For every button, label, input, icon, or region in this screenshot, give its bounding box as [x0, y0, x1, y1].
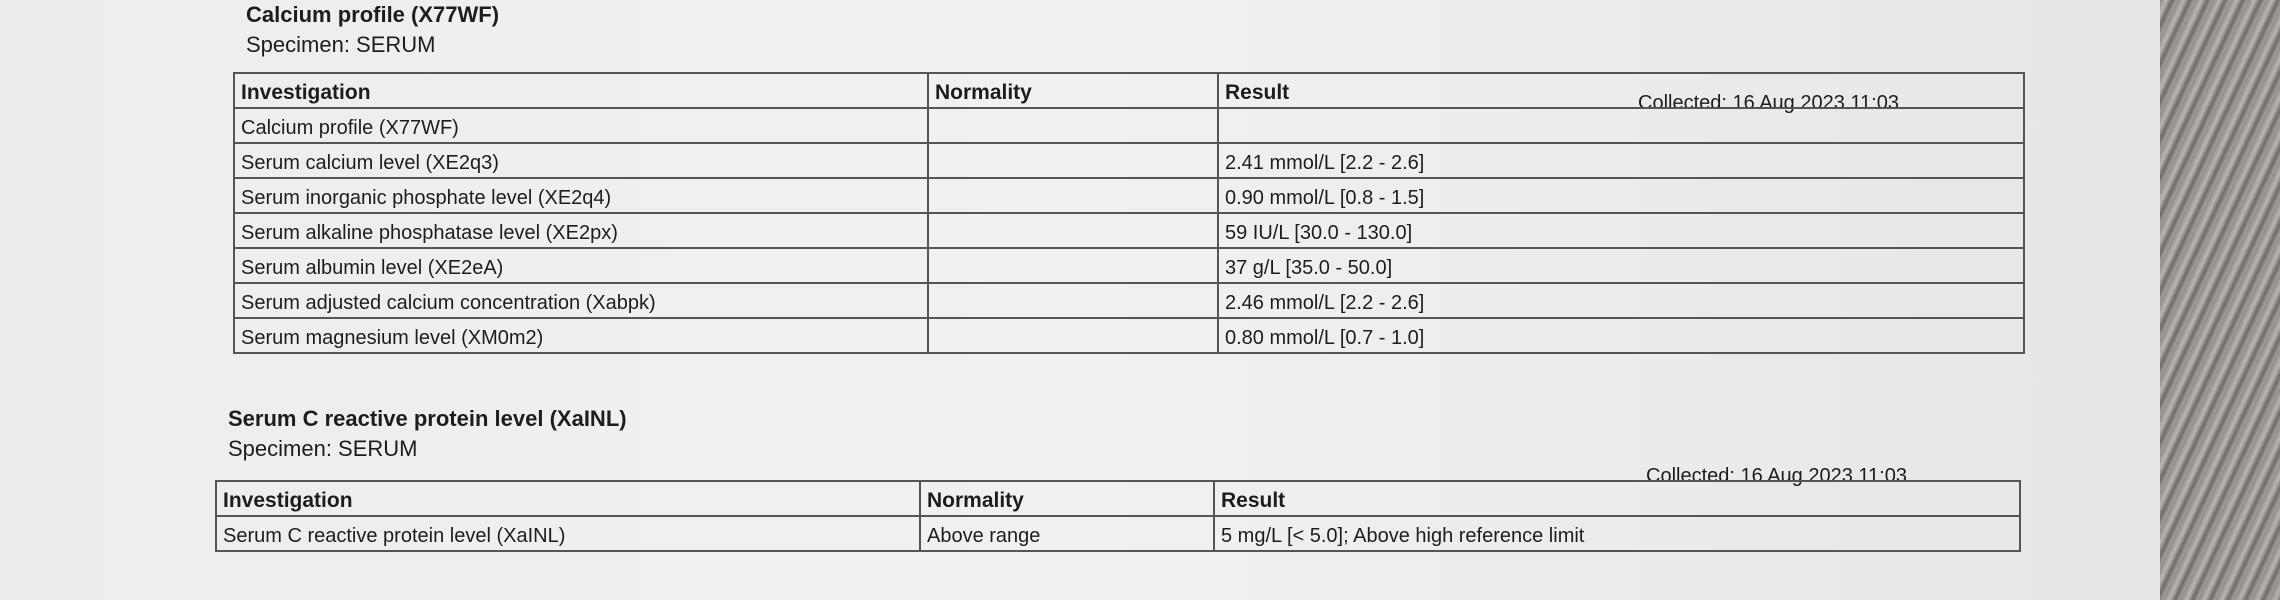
normality-cell: [927, 107, 1219, 144]
column-header: Normality: [919, 480, 1215, 517]
investigation-cell: Serum inorganic phosphate level (XE2q4): [233, 177, 929, 214]
section: Serum C reactive protein level (XaINL) Sp…: [228, 406, 627, 464]
table-row: Serum calcium level (XE2q3) 2.41 mmol/L […: [233, 142, 2025, 179]
result-cell: 37 g/L [35.0 - 50.0]: [1217, 247, 2025, 284]
investigation-cell: Serum C reactive protein level (XaINL): [215, 515, 921, 552]
investigation-cell: Serum adjusted calcium concentration (Xa…: [233, 282, 929, 319]
section: Calcium profile (X77WF) Specimen: SERUM: [246, 2, 499, 60]
specimen: Specimen: SERUM: [228, 436, 418, 461]
result-cell: [1217, 107, 2025, 144]
table-row: Serum adjusted calcium concentration (Xa…: [233, 282, 2025, 319]
normality-cell: [927, 212, 1219, 249]
normality-cell: Above range: [919, 515, 1215, 552]
column-header: Result: [1213, 480, 2021, 517]
normality-cell: [927, 317, 1219, 354]
column-header: Investigation: [233, 72, 929, 109]
investigation-cell: Serum calcium level (XE2q3): [233, 142, 929, 179]
specimen: Specimen: SERUM: [246, 32, 436, 57]
result-cell: 59 IU/L [30.0 - 130.0]: [1217, 212, 2025, 249]
header-row: Investigation Normality Result: [233, 72, 2025, 109]
result-cell: 0.80 mmol/L [0.7 - 1.0]: [1217, 317, 2025, 354]
column-header: Normality: [927, 72, 1219, 109]
table-row: Serum C reactive protein level (XaINL) Ab…: [215, 515, 2021, 552]
normality-cell: [927, 282, 1219, 319]
table-row: Serum magnesium level (XM0m2) 0.80 mmol/L…: [233, 317, 2025, 354]
investigation-cell: Calcium profile (X77WF): [233, 107, 929, 144]
investigation-cell: Serum magnesium level (XM0m2): [233, 317, 929, 354]
section-title: Calcium profile (X77WF): [246, 2, 500, 27]
investigation-cell: Serum albumin level (XE2eA): [233, 247, 929, 284]
normality-cell: [927, 247, 1219, 284]
normality-cell: [927, 177, 1219, 214]
results-table: Investigation Normality Result Calcium prof…: [233, 72, 2025, 354]
background-fabric: [2160, 0, 2280, 600]
result-cell: 5 mg/L [< 5.0]; Above high reference lim…: [1213, 515, 2021, 552]
table-row: Calcium profile (X77WF): [233, 107, 2025, 144]
result-cell: 0.90 mmol/L [0.8 - 1.5]: [1217, 177, 2025, 214]
result-cell: 2.46 mmol/L [2.2 - 2.6]: [1217, 282, 2025, 319]
investigation-cell: Serum alkaline phosphatase level (XE2px): [233, 212, 929, 249]
section-title: Serum C reactive protein level (XaINL): [228, 406, 627, 431]
header-row: Investigation Normality Result: [215, 480, 2021, 517]
table-row: Serum alkaline phosphatase level (XE2px)…: [233, 212, 2025, 249]
normality-cell: [927, 142, 1219, 179]
column-header: Investigation: [215, 480, 921, 517]
results-table: Investigation Normality Result Serum C reac…: [215, 480, 2021, 552]
result-cell: 2.41 mmol/L [2.2 - 2.6]: [1217, 142, 2025, 179]
table-row: Serum inorganic phosphate level (XE2q4) 0…: [233, 177, 2025, 214]
table-row: Serum albumin level (XE2eA) 37 g/L [35.0 …: [233, 247, 2025, 284]
column-header: Result: [1217, 72, 2025, 109]
